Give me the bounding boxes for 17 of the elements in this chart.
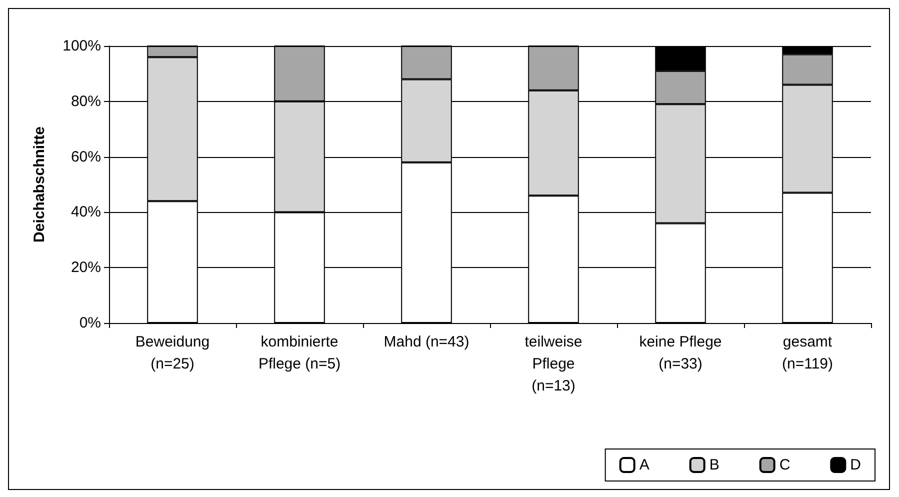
y-tick-label: 100% <box>62 38 101 54</box>
x-tick-label: Beweidung (n=25) <box>135 334 210 372</box>
y-axis-title: Deichabschnitte <box>31 126 48 242</box>
x-tick-label: gesamt (n=119) <box>782 334 834 372</box>
x-tick-label: Mahd (n=43) <box>384 334 470 350</box>
y-tick-label: 80% <box>70 92 101 110</box>
y-tick-label: 0% <box>79 314 101 332</box>
y-tick-label: 20% <box>70 259 101 276</box>
x-tick-label: keine Pflege (n=33) <box>639 334 722 372</box>
y-tick-label: 60% <box>70 148 101 166</box>
legend-label: A <box>639 456 650 474</box>
legend-label: C <box>779 456 790 474</box>
x-tick-label: teilweise Pflege (n=13) <box>524 334 582 394</box>
y-tick-label: 40% <box>70 204 101 221</box>
x-tick-label: kombinierte Pflege (n=5) <box>258 334 341 372</box>
legend-label: B <box>709 456 720 474</box>
legend-label: D <box>850 456 862 474</box>
